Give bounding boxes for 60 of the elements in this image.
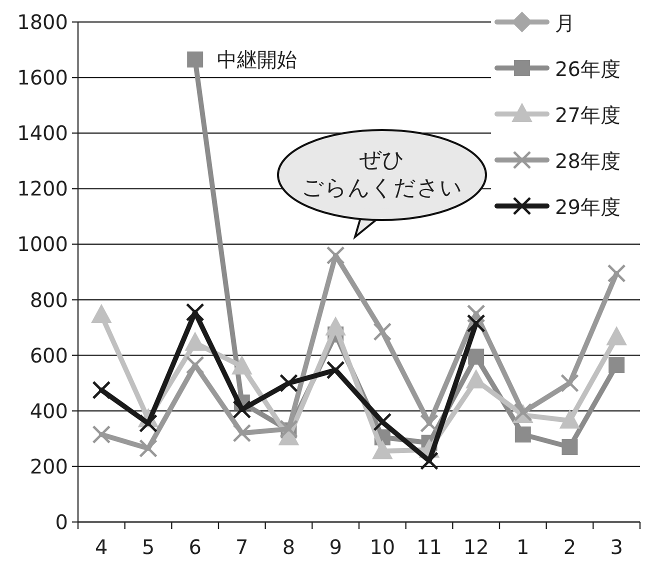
point [608,357,625,374]
point [92,380,111,400]
point [186,303,204,322]
x-tick-label: 12 [463,535,489,559]
point [186,356,204,374]
y-tick-label: 1800 [17,10,68,34]
y-tick-label: 800 [30,288,68,312]
point [562,439,578,455]
point [420,452,438,470]
y-tick-label: 1400 [17,121,68,146]
point [92,425,111,444]
point [232,424,252,442]
point [325,316,346,336]
x-tick-label: 8 [282,535,296,559]
x-tick-label: 7 [236,535,248,559]
x-tick-label: 3 [610,535,623,559]
y-tick-label: 1200 [17,176,68,201]
x-tick-label: 6 [188,535,202,559]
legend-label: 27年度 [555,103,620,127]
x-tick-label: 11 [416,535,442,559]
point [139,439,158,458]
point [139,414,158,433]
legend-label: 28年度 [555,149,620,173]
point [326,246,345,265]
y-tick-label: 200 [30,454,68,478]
point [372,440,393,460]
x-tick-label: 4 [95,535,108,559]
point [606,326,627,346]
x-tick-label: 2 [563,535,576,559]
legend-label: 26年度 [555,57,620,81]
y-tick-label: 1600 [17,66,68,90]
point [420,414,438,433]
point [184,332,206,351]
point [280,374,298,392]
y-tick-label: 1000 [17,232,68,256]
y-tick-label: 400 [30,398,68,423]
point [468,348,484,365]
point [560,374,579,392]
legend-label: 月 [555,11,575,35]
point [91,304,112,324]
y-tick-label: 600 [30,343,68,368]
point [466,314,486,333]
point [232,400,252,419]
annotation: ごらんください [302,176,462,201]
point [559,409,580,429]
x-tick-label: 1 [516,535,530,559]
point [607,264,626,283]
x-tick-label: 9 [329,535,342,559]
point [326,360,345,380]
annotation: 中継開始 [217,48,298,72]
legend-label: 29年度 [555,195,620,219]
point [373,322,392,341]
x-tick-label: 10 [370,535,396,559]
point [187,52,204,68]
y-tick-label: 0 [55,510,68,534]
annotation: ぜひ [359,148,405,173]
point [514,426,531,442]
x-tick-label: 5 [142,535,155,559]
point [232,355,252,374]
point [373,412,392,432]
